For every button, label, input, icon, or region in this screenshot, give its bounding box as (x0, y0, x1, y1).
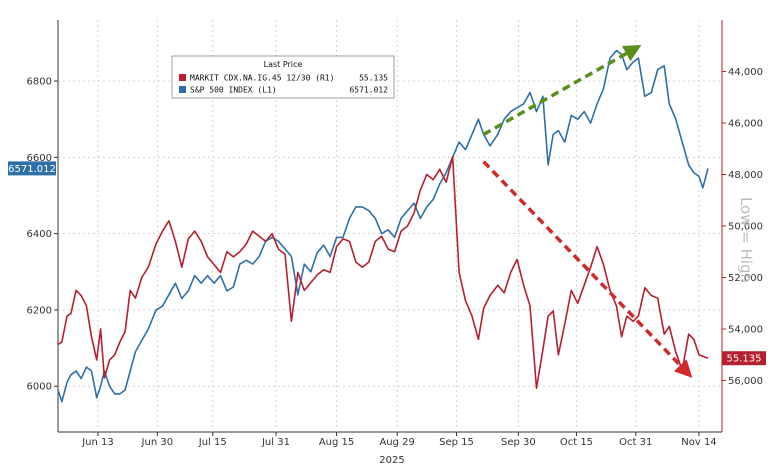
legend-label-cdx: MARKIT CDX.NA.IG.45 12/30 (R1) (190, 74, 335, 83)
legend: Last Price MARKIT CDX.NA.IG.45 12/30 (R1… (171, 55, 395, 99)
right-tick-label-50,000: 50,000 (728, 222, 763, 233)
x-tick-label-Sep-30: Sep 30 (501, 437, 536, 448)
right-tick-label-46,000: 46,000 (728, 119, 763, 130)
annotation-layer (482, 44, 693, 378)
x-tick-label-Jun-30: Jun 30 (141, 437, 174, 448)
right-axis-label: Low = High (737, 197, 755, 283)
x-tick-label-Sep-15: Sep 15 (439, 437, 474, 448)
left-tick-label-6400: 6400 (27, 229, 52, 240)
series-line-spx (57, 49, 709, 403)
grid-lines (57, 20, 723, 433)
badge-left-value: 6571.012 (8, 164, 56, 175)
right-tick-label-48,000: 48,000 (728, 170, 763, 181)
legend-swatch-spx (179, 86, 186, 93)
right-tick-label-44,000: 44,000 (728, 67, 763, 78)
legend-label-spx: S&P 500 INDEX (L1) (190, 86, 277, 95)
series-layer (57, 49, 709, 403)
annotation-arrow-up (482, 44, 642, 136)
badge-left-bg (8, 161, 56, 176)
x-tick-label-Nov-14: Nov 14 (681, 437, 716, 448)
x-tick-label-Aug-15: Aug 15 (319, 437, 354, 448)
x-tick-label-Aug-29: Aug 29 (379, 437, 414, 448)
last-value-badge-left: 6571.012 (8, 161, 56, 176)
badge-right-bg (722, 351, 766, 366)
legend-value-cdx: 55.135 (359, 74, 388, 83)
right-tick-label-56,000: 56,000 (728, 376, 763, 387)
x-axis: Jun 13 Jun 30 Jul 15 Jul 31 Aug 15 Aug 29 Sep … (81, 432, 717, 448)
series-line-cdx (57, 155, 709, 389)
left-axis: 6000 6200 6400 6600 6800 (27, 77, 58, 393)
legend-value-spx: 6571.012 (349, 86, 388, 95)
legend-box (171, 55, 395, 99)
annotation-arrow-down (482, 160, 693, 378)
left-tick-label-6000: 6000 (27, 382, 52, 393)
right-tick-label-52,000: 52,000 (728, 273, 763, 284)
badge-right-value: 55.135 (727, 354, 762, 365)
legend-title: Last Price (264, 60, 303, 69)
x-tick-label-Oct-31: Oct 31 (619, 437, 652, 448)
left-tick-label-6200: 6200 (27, 305, 52, 316)
x-tick-label-Jul-15: Jul 15 (198, 437, 227, 448)
left-tick-label-6800: 6800 (27, 77, 52, 88)
last-value-badge-right: 55.135 (722, 351, 766, 366)
legend-swatch-cdx (179, 74, 186, 81)
x-axis-year-label: 2025 (379, 455, 404, 466)
x-tick-label-Jun-13: Jun 13 (81, 437, 114, 448)
left-tick-label-6600: 6600 (27, 153, 52, 164)
x-tick-label-Jul-31: Jul 31 (261, 437, 290, 448)
right-tick-label-54,000: 54,000 (728, 325, 763, 336)
right-axis: 44,000 46,000 48,000 50,000 52,000 54,000 56,0… (722, 67, 763, 387)
x-tick-label-Oct-15: Oct 15 (560, 437, 593, 448)
